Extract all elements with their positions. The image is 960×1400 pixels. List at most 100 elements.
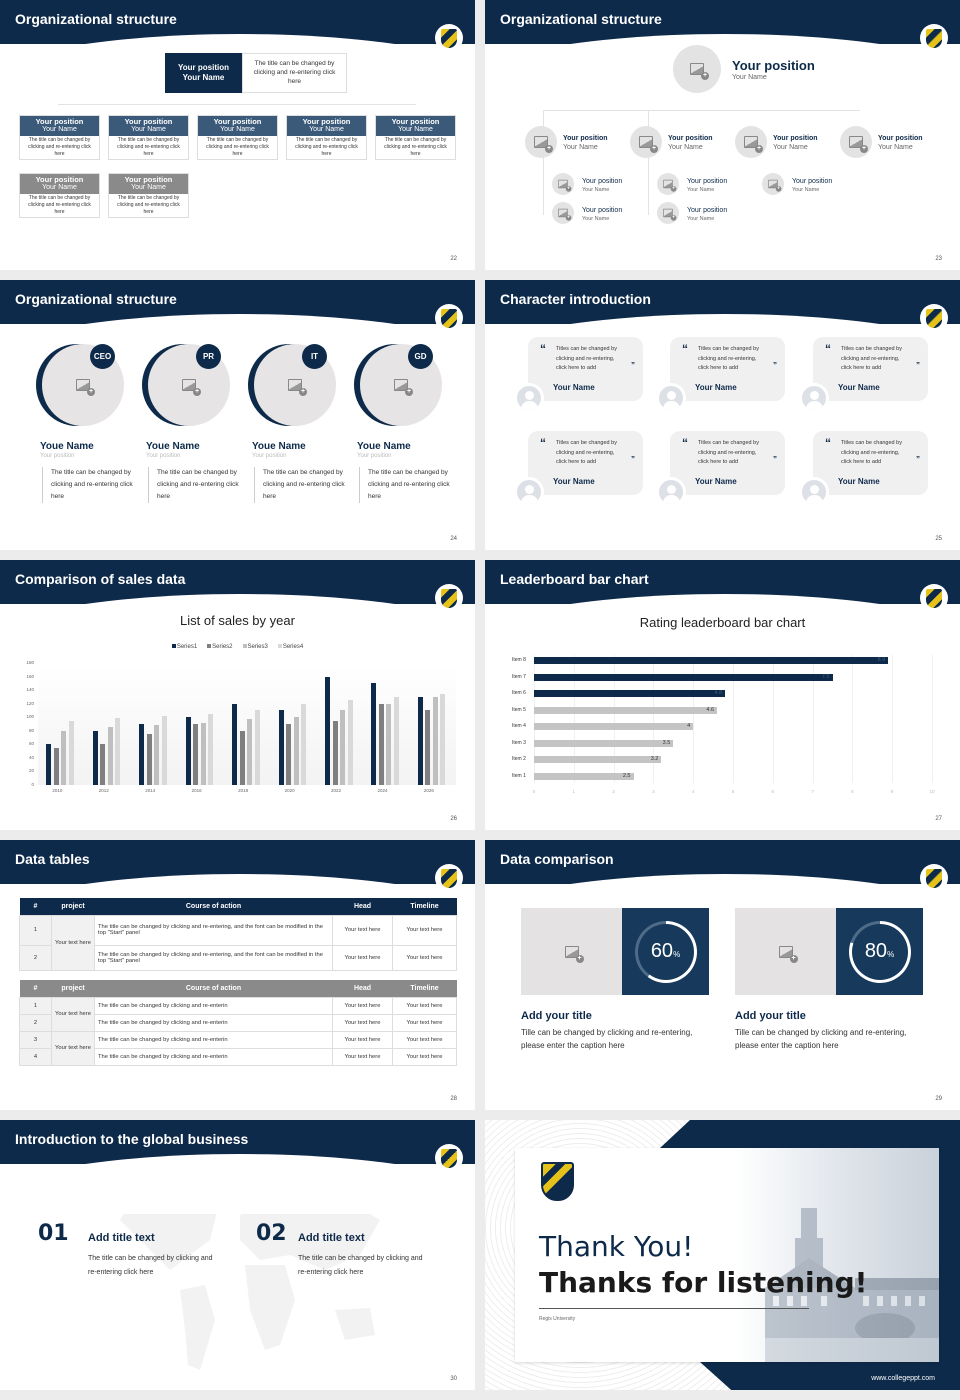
desc: The title can be changed by clicking and… [28,195,91,215]
crest-logo-icon [435,304,463,332]
photo-placeholder[interactable] [735,126,767,158]
desc: The title can be changed by clicking and… [254,467,347,503]
position: Your position [668,135,713,142]
slide-31-thank-you[interactable]: Thank You! Thanks for listening! Regis U… [485,1120,960,1390]
name: Youe Name [146,441,200,452]
photo-placeholder[interactable] [673,45,721,93]
cell: Your text here [51,996,95,1032]
slide-27[interactable]: Leaderboard bar chart Rating leaderboard… [485,560,960,830]
name: Youe Name [252,441,306,452]
name: Your Name [687,216,715,222]
bar-value: 3.2 [650,756,659,762]
x-tick: 2 [612,789,615,794]
slide-25[interactable]: Character introduction “ Titles can be ch… [485,280,960,550]
page-number: 29 [935,1096,942,1102]
crest-logo-icon [920,304,948,332]
cell: Your text here [332,1047,393,1066]
quote-open-icon: “ [540,342,546,356]
bar [193,724,199,785]
bar [340,710,346,785]
image-add-icon [558,179,572,192]
table-row: 4 The title can be changed by clicking a… [19,1047,457,1066]
desc: The title can be changed by clicking and… [117,137,180,157]
name: Your Name [582,216,610,222]
slide-26[interactable]: Comparison of sales data List of sales b… [0,560,475,830]
photo-placeholder[interactable] [521,908,622,995]
name: Your Name [838,477,880,486]
slide-22[interactable]: Organizational structure Your position Yo… [0,0,475,270]
name: Your Name [309,126,344,133]
bar [301,703,307,785]
desc: The title can be changed by clicking and… [359,467,452,503]
website-link[interactable]: www.collegeppt.com [871,1375,935,1382]
thanks-subheading: Thanks for listening! [539,1266,868,1299]
quote-text: Titles can be changed by clicking and re… [698,440,759,465]
quote-close-icon: ” [631,455,635,464]
x-tick: 0 [532,789,536,794]
crest-logo-icon [435,24,463,52]
slide-23[interactable]: Organizational structure Your positionYo… [485,0,960,270]
bar: 8.9 [534,657,889,664]
navy-band [935,1120,960,1390]
page-number: 23 [935,256,942,262]
photo-placeholder[interactable] [735,908,836,995]
header: Head [353,902,372,910]
cell: Your text here [332,1013,393,1032]
cell: Your text here [332,1030,393,1049]
name: Youe Name [357,441,411,452]
slide-29[interactable]: Data comparison 60% Add your title Tille… [485,840,960,1110]
photo-placeholder[interactable] [525,126,557,158]
bar [286,724,292,785]
quote-close-icon: ” [773,361,777,370]
label: Your position Your Name [687,206,727,224]
position: Your position [146,453,181,459]
name: Your Name [42,126,77,133]
photo-placeholder[interactable] [840,126,872,158]
bar [100,744,106,785]
table-row: 2 The title can be changed by clicking a… [19,1013,457,1032]
header: Timeline [410,902,439,910]
item-number: 01 [38,1221,69,1246]
connector [58,104,416,105]
name: Your Name [553,477,595,486]
quote-open-icon: “ [682,342,688,356]
photo-placeholder[interactable] [552,202,574,224]
slide-24[interactable]: Organizational structure CEO Youe NameYo… [0,280,475,550]
table-row: 3 Your text here The title can be change… [19,1030,457,1066]
position: Your position [40,453,75,459]
bar [347,699,353,785]
photo-placeholder[interactable] [762,173,784,195]
column-chart: 0 20 40 60 80 100 120 140 160 180 2010 2012 2014 2016… [26,660,456,793]
ring-center: 80% [851,923,908,980]
photo-placeholder[interactable] [552,173,574,195]
bar-value: 4.8 [714,690,723,696]
photo-placeholder[interactable] [630,126,662,158]
quote-open-icon: “ [825,436,831,450]
photo-placeholder[interactable] [657,202,679,224]
cell: 1 [19,996,52,1015]
legend-item: Series2 [207,644,233,650]
member-photo[interactable] [254,344,336,426]
cell: The title can be changed by clicking and… [94,1030,333,1049]
image-add-icon [663,208,677,221]
x-tick: 10 [929,789,935,794]
bar [432,696,438,785]
bar [332,720,338,785]
slide-28[interactable]: Data tables # project Course of action H… [0,840,475,1110]
slide-title: Character introduction [500,291,651,307]
thank-you-heading: Thank You! [539,1230,694,1263]
page-number: 25 [935,536,942,542]
gridline [812,655,814,783]
chart-title: List of sales by year [180,613,295,628]
gridline [733,655,734,783]
header-curve [485,594,960,654]
bar [139,724,145,785]
category-label: Item 7 [512,673,526,680]
bar: 4.8 [534,690,726,697]
org-card: Your position Your Name The title can be c… [286,115,367,160]
slide-30[interactable]: Introduction to the global business 01 A… [0,1120,475,1390]
member-info: Youe Name Your position The title can be c… [146,441,241,503]
photo-placeholder[interactable] [657,173,679,195]
y-tick: 160 [26,673,34,679]
bar-value: 7.5 [821,673,830,680]
